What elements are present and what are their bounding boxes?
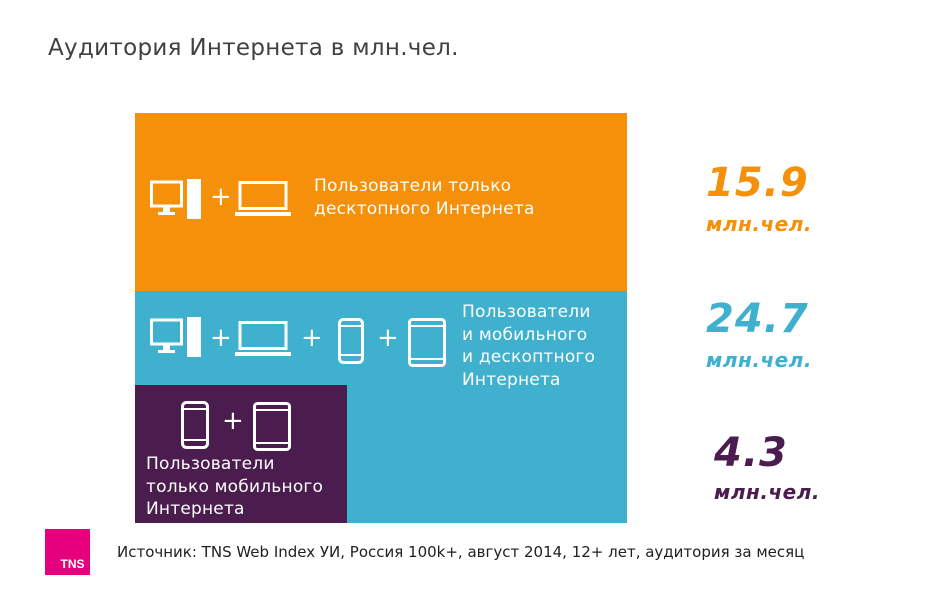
desktop-only-unit: млн.чел.: [706, 212, 812, 236]
smartphone-icon: [181, 401, 209, 449]
mobile-only-value: 4.3: [714, 430, 788, 476]
tablet-icon: [253, 402, 291, 451]
mobile-and-desktop-value: 24.7: [706, 296, 809, 342]
mobile-only-label: Пользователи только мобильного Интернета: [146, 454, 324, 519]
desktop-only-segment: + Пользователи только десктопного Интерн…: [135, 113, 627, 291]
tns-logo-text: TNS: [60, 557, 85, 571]
desktop-only-value: 15.9: [706, 160, 809, 206]
mobile-only-segment: + Пользователи только мобильного Интерне…: [135, 385, 347, 523]
desktop-only-label: Пользователи только десктопного Интернет…: [314, 176, 535, 219]
plus-sign: +: [210, 182, 232, 212]
mobile-and-desktop-unit: млн.чел.: [706, 348, 812, 372]
source-note: Источник: TNS Web Index УИ, Россия 100k+…: [117, 543, 805, 561]
mobile-only-unit: млн.чел.: [714, 480, 820, 504]
tablet-icon: [408, 318, 446, 367]
laptop-icon: [235, 321, 291, 356]
desktop-icon: [150, 317, 201, 357]
desktop-icon: [150, 179, 201, 219]
plus-sign: +: [222, 406, 244, 436]
tns-logo: TNS: [45, 529, 90, 575]
plus-sign: +: [301, 323, 323, 353]
mobile-and-desktop-label: Пользователи и мобильного и дескоптного …: [462, 302, 596, 390]
plus-sign: +: [210, 323, 232, 353]
laptop-icon: [235, 181, 291, 216]
plus-sign: +: [377, 323, 399, 353]
smartphone-icon: [338, 318, 364, 364]
chart-title: Аудитория Интернета в млн.чел.: [48, 35, 459, 61]
